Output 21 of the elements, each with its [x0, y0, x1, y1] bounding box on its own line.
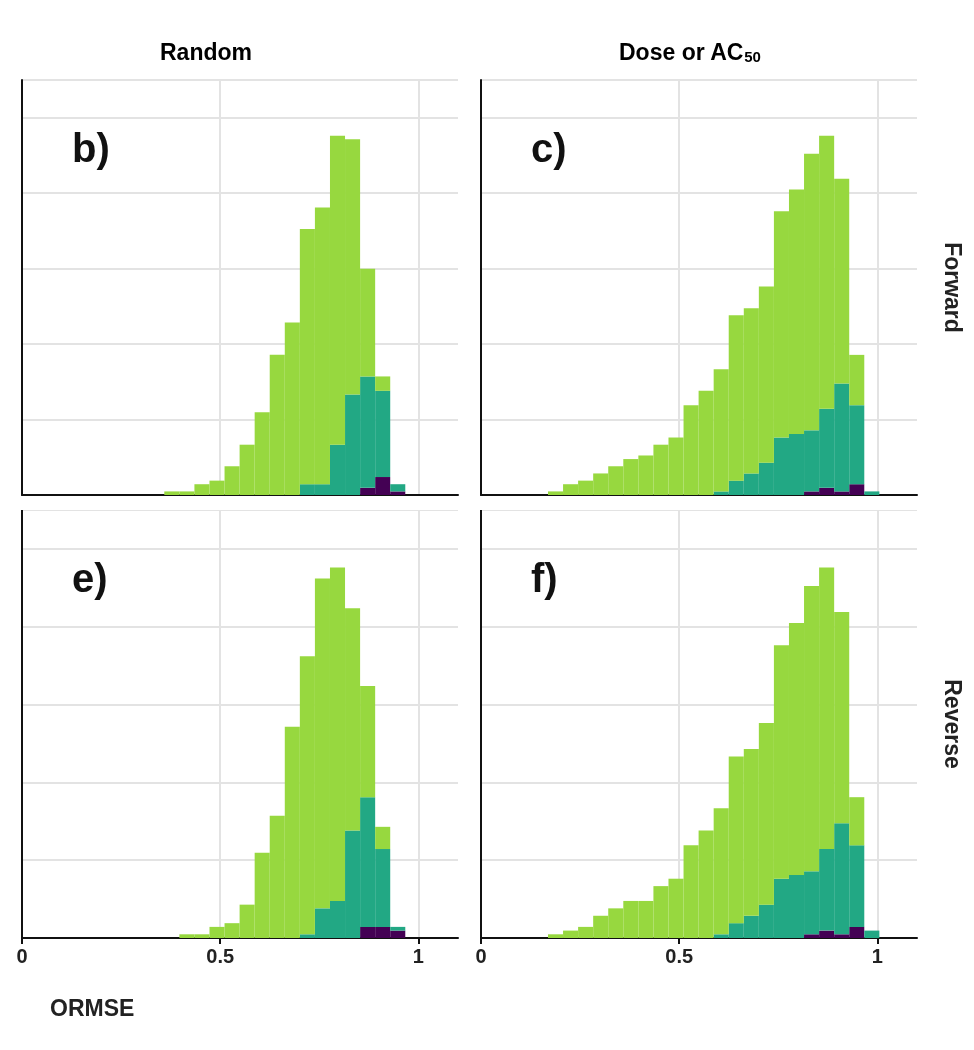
- x-tick-label: 1: [871, 945, 883, 967]
- chart-title: Random: [160, 38, 252, 65]
- annotation: c): [531, 126, 567, 170]
- annotation: f): [531, 556, 558, 600]
- bar: [864, 930, 880, 938]
- y2-axis-title: Reverse: [940, 679, 966, 769]
- x-axis-title: ORMSE: [50, 994, 135, 1021]
- x-tick-label: 0.5: [206, 945, 235, 967]
- chart-title: Dose or AC50: [619, 38, 761, 65]
- bar: [375, 826, 391, 850]
- bar: [390, 484, 406, 492]
- x-tick-label: 0.5: [665, 945, 694, 967]
- annotation: b): [72, 126, 110, 170]
- x-tick-label: 0: [16, 945, 28, 967]
- bar: [864, 491, 880, 495]
- bar: [390, 926, 406, 931]
- x-tick-label: 1: [412, 945, 424, 967]
- x-tick-label: 0: [475, 945, 487, 967]
- y2-axis-title: Forward: [940, 242, 966, 333]
- bar: [375, 376, 391, 391]
- annotation: e): [72, 556, 108, 600]
